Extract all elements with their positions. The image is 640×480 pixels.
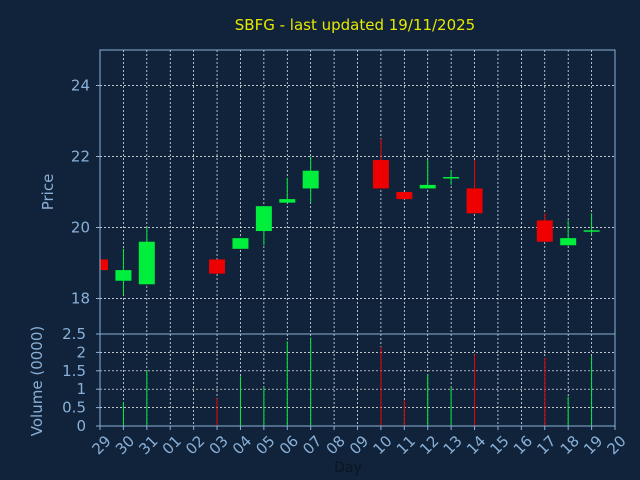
candle-body <box>279 199 296 203</box>
x-tick-label: 18 <box>557 432 583 458</box>
x-tick-label: 03 <box>206 432 232 458</box>
x-tick-label: 20 <box>604 432 630 458</box>
candle-04 <box>232 238 249 249</box>
volume-y-tick-label: 1.5 <box>62 362 86 380</box>
candle-30 <box>115 248 132 295</box>
x-tick-label: 14 <box>463 432 489 458</box>
x-tick-label: 06 <box>276 432 302 458</box>
candle-body <box>302 170 319 189</box>
volume-y-tick-label: 0.5 <box>62 399 86 417</box>
x-tick-label: 08 <box>323 432 349 458</box>
candle-10 <box>372 138 389 189</box>
candle-12 <box>419 160 436 189</box>
volume-y-tick-label: 0 <box>76 417 86 435</box>
candle-19 <box>583 213 600 235</box>
x-tick-label: 12 <box>416 432 442 458</box>
candle-body <box>138 241 155 285</box>
price-y-ticks: 18 20 22 24 <box>71 77 100 308</box>
candle-body <box>560 238 577 246</box>
candle-body <box>372 160 389 189</box>
candle-07 <box>302 156 319 203</box>
price-y-axis-label: Price <box>39 174 57 211</box>
x-tick-label: 11 <box>393 432 419 458</box>
candle-17 <box>536 213 553 242</box>
x-tick-label: 29 <box>89 432 115 458</box>
x-tick-label: 16 <box>510 432 536 458</box>
x-axis-ticks: 2930310102030405060708091011121314151617… <box>89 426 630 458</box>
x-tick-label: 05 <box>252 432 278 458</box>
candle-body <box>419 184 436 189</box>
x-axis-label: Day <box>334 460 362 476</box>
x-tick-label: 01 <box>159 432 185 458</box>
chart-title: SBFG - last updated 19/11/2025 <box>235 16 475 34</box>
candle-05 <box>255 206 272 246</box>
volume-y-ticks: 00.511.522.5 <box>62 325 100 435</box>
price-y-tick-label: 18 <box>71 290 90 308</box>
x-tick-label: 19 <box>580 432 606 458</box>
volume-y-axis-label: Volume (0000) <box>28 326 46 436</box>
candle-13 <box>443 170 460 185</box>
candle-11 <box>396 192 413 200</box>
x-tick-label: 31 <box>135 432 161 458</box>
candle-body <box>466 188 483 214</box>
x-tick-label: 07 <box>299 432 325 458</box>
price-y-tick-label: 20 <box>71 219 90 237</box>
x-tick-label: 15 <box>486 432 512 458</box>
x-tick-label: 17 <box>533 432 559 458</box>
candle-body <box>100 259 108 271</box>
candle-14 <box>466 160 483 214</box>
candle-29 <box>99 259 108 271</box>
volume-y-tick-label: 2 <box>76 343 86 361</box>
candle-18 <box>560 220 577 246</box>
price-y-tick-label: 24 <box>71 77 90 95</box>
x-tick-label: 09 <box>346 432 372 458</box>
price-y-tick-label: 22 <box>71 148 90 166</box>
x-tick-label: 10 <box>369 432 395 458</box>
candle-06 <box>279 177 296 203</box>
candle-body <box>255 206 272 232</box>
x-tick-label: 02 <box>182 432 208 458</box>
x-tick-label: 30 <box>112 432 138 458</box>
x-tick-label: 04 <box>229 432 255 458</box>
price-candles <box>99 138 600 295</box>
volume-y-tick-label: 1 <box>76 380 86 398</box>
candle-body <box>396 192 413 200</box>
candle-body <box>232 238 249 249</box>
candle-body <box>209 259 226 274</box>
candle-31 <box>138 227 155 285</box>
volume-bars <box>122 337 593 426</box>
candle-body <box>115 270 132 281</box>
candle-03 <box>209 259 226 274</box>
candle-body <box>536 220 553 242</box>
volume-y-tick-label: 2.5 <box>62 325 86 343</box>
x-tick-label: 13 <box>440 432 466 458</box>
